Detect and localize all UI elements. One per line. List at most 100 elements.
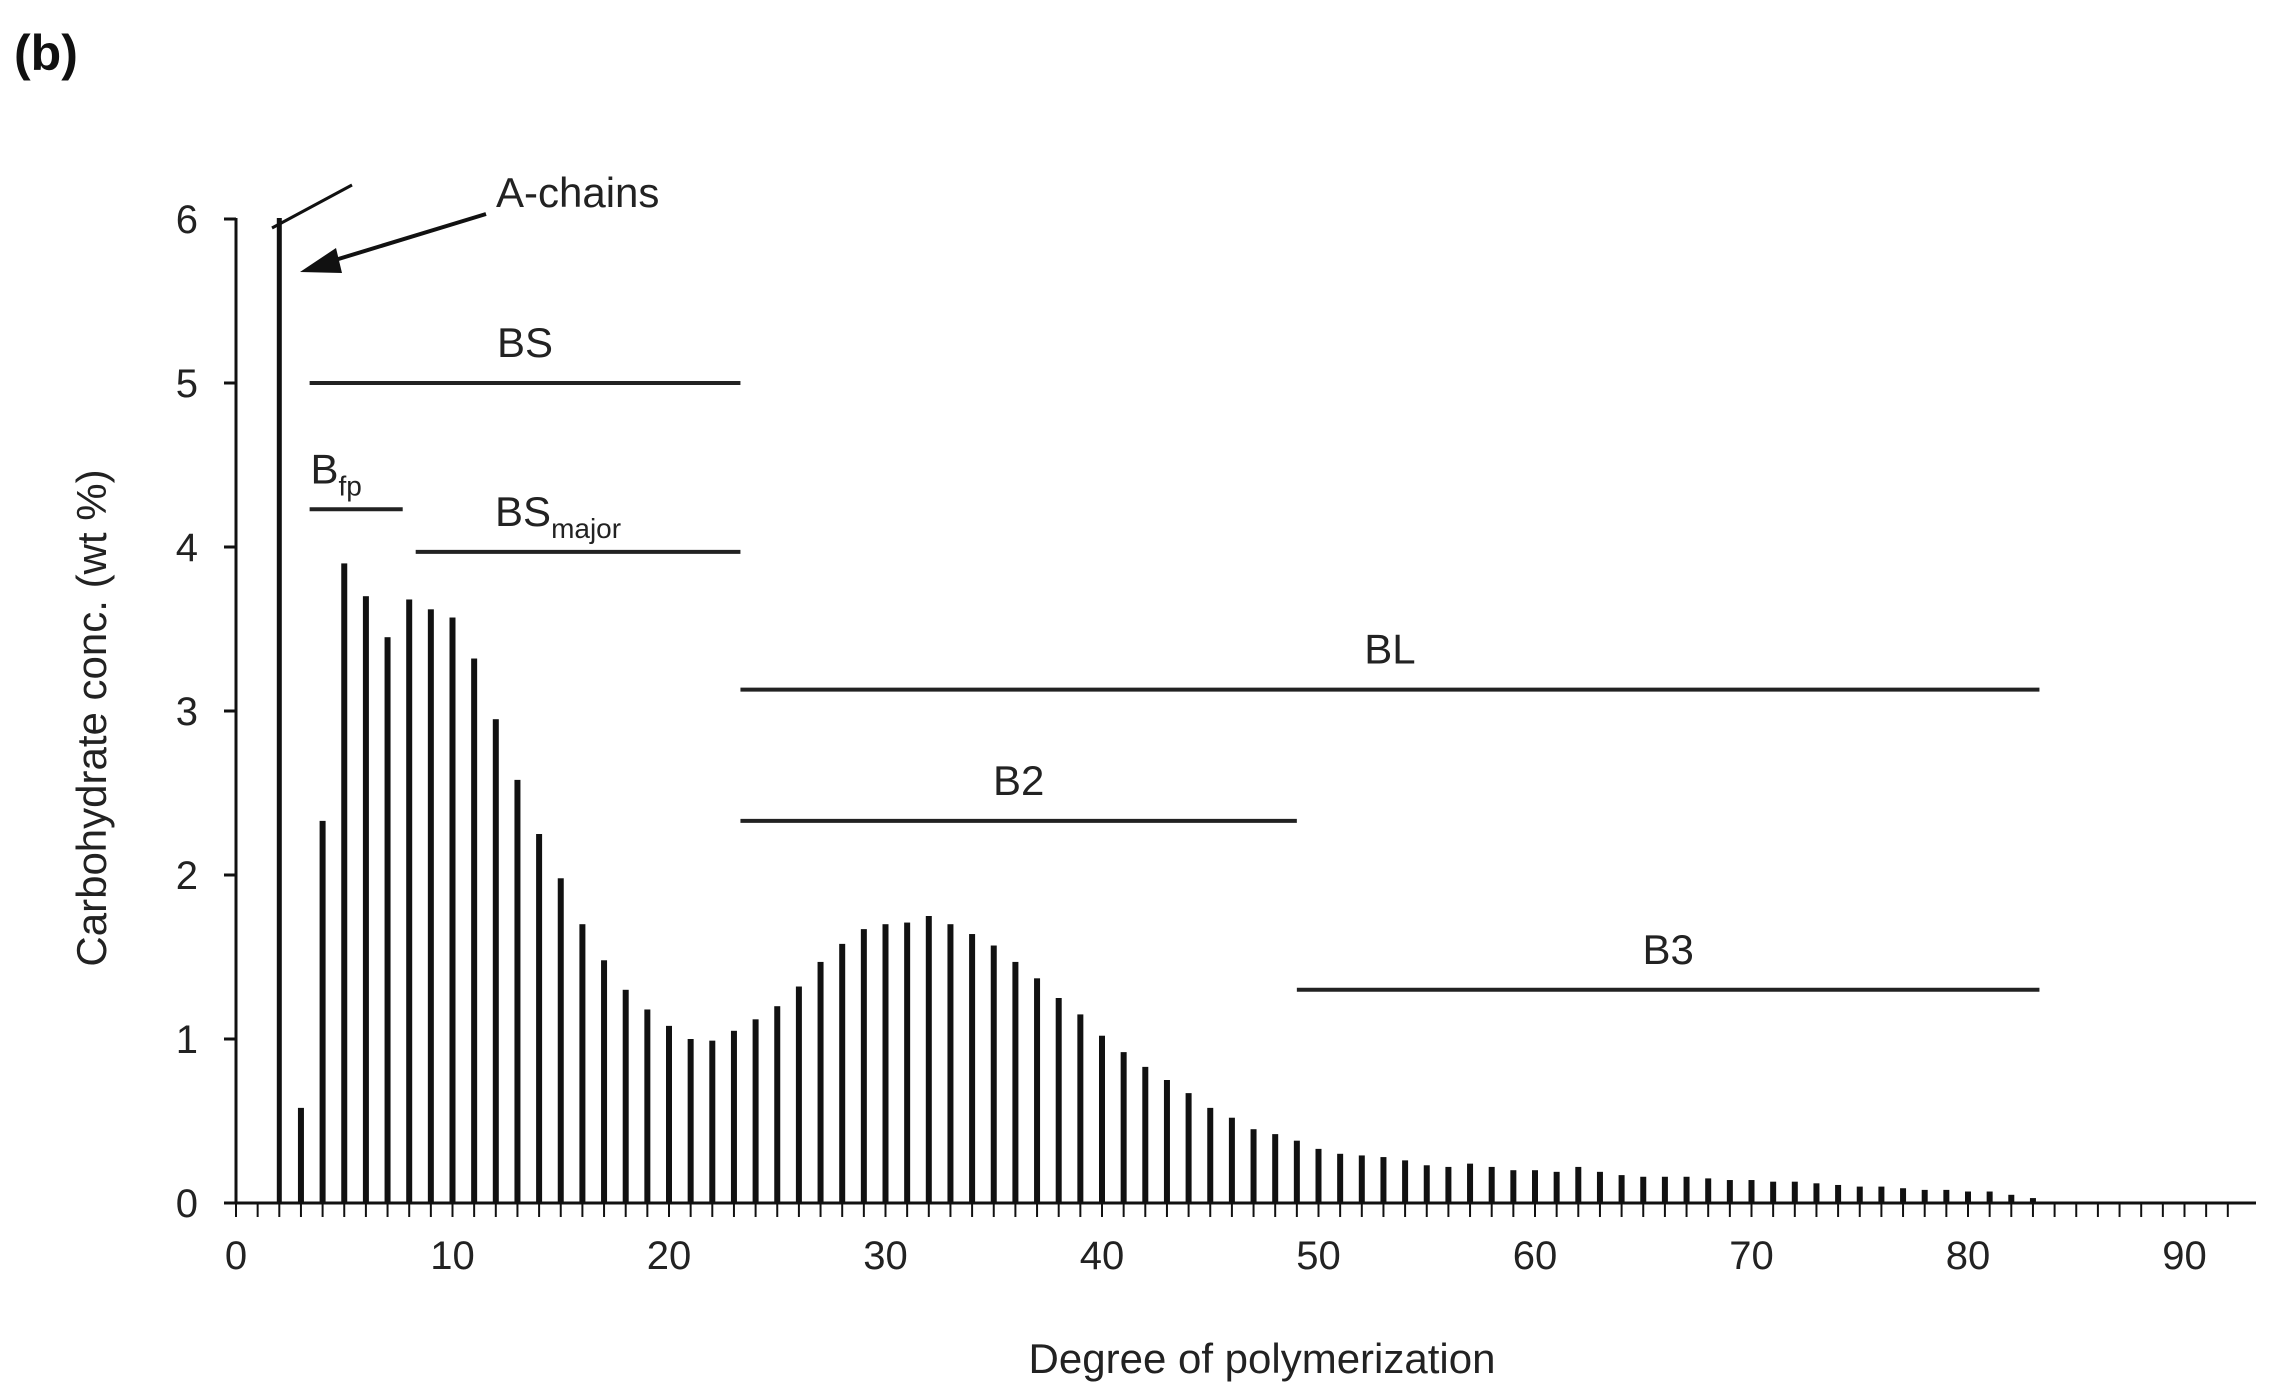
bar-dp-9 (427, 609, 434, 1203)
bar-dp-53 (1380, 1157, 1387, 1203)
bar-dp-5 (341, 563, 348, 1203)
bar-dp-13 (514, 779, 521, 1203)
bar-dp-45 (1207, 1107, 1214, 1203)
bar-dp-64 (1618, 1175, 1625, 1203)
x-tick-label: 60 (1513, 1234, 1558, 1278)
bar-dp-83 (2029, 1198, 2036, 1203)
bar-dp-24 (752, 1019, 759, 1203)
panel-label: (b) (14, 25, 78, 81)
bar-dp-61 (1553, 1171, 1560, 1203)
bar-dp-27 (817, 961, 824, 1203)
y-axis-label: Carbohydrate conc. (wt %) (68, 469, 115, 966)
bar-dp-48 (1272, 1134, 1279, 1203)
x-tick-label: 70 (1729, 1234, 1774, 1278)
bar-dp-29 (860, 929, 867, 1203)
bar-dp-79 (1943, 1189, 1950, 1203)
bar-dp-65 (1640, 1176, 1647, 1203)
bar-dp-3 (297, 1107, 304, 1203)
bar-dp-14 (536, 834, 543, 1203)
x-tick-label: 10 (430, 1234, 475, 1278)
x-tick-label: 50 (1296, 1234, 1341, 1278)
bar-dp-72 (1791, 1181, 1798, 1203)
bar-dp-68 (1705, 1178, 1712, 1203)
range-label-b2: B2 (993, 757, 1044, 804)
bar-dp-67 (1683, 1176, 1690, 1203)
x-tick-label: 30 (863, 1234, 908, 1278)
x-tick-label: 90 (2162, 1234, 2207, 1278)
bar-dp-41 (1120, 1052, 1127, 1203)
bar-dp-17 (601, 960, 608, 1203)
x-ticks-group: 0 10 20 30 40 50 60 70 80 90 (225, 1203, 2229, 1278)
bar-dp-58 (1488, 1166, 1495, 1203)
bar-dp-51 (1337, 1153, 1344, 1203)
bar-dp-81 (1986, 1191, 1993, 1203)
bar-dp-22 (709, 1040, 716, 1203)
bar-dp-44 (1185, 1093, 1192, 1203)
bar-dp-37 (1034, 978, 1041, 1203)
bar-dp-49 (1293, 1140, 1300, 1203)
bar-dp-40 (1099, 1035, 1105, 1203)
bar-dp-38 (1055, 998, 1062, 1203)
bar-dp-66 (1661, 1176, 1668, 1203)
bar-dp-23 (730, 1030, 737, 1203)
bar-dp-33 (947, 924, 954, 1203)
y-tick-label: 0 (176, 1182, 198, 1226)
bar-dp-28 (839, 943, 846, 1203)
axis-break-mark (271, 183, 353, 230)
bar-dp-30 (882, 924, 889, 1203)
range-label-bsmajor: BSmajor (495, 488, 621, 544)
range-label-bl: BL (1364, 626, 1415, 673)
x-tick-label: 0 (225, 1234, 247, 1278)
bar-dp-16 (579, 924, 586, 1203)
bar-dp-8 (406, 599, 413, 1203)
y-ticks-group: 0 1 2 3 4 5 6 (176, 198, 236, 1226)
bar-dp-47 (1250, 1129, 1257, 1203)
bar-dp-2 (276, 218, 282, 1203)
x-tick-label: 20 (647, 1234, 692, 1278)
x-tick-label: 40 (1080, 1234, 1125, 1278)
bar-dp-19 (644, 1009, 651, 1203)
bar-dp-74 (1835, 1184, 1842, 1203)
bar-dp-59 (1510, 1170, 1517, 1203)
bar-dp-26 (795, 986, 802, 1203)
bar-dp-73 (1813, 1183, 1820, 1203)
bar-dp-39 (1077, 1014, 1084, 1203)
bar-dp-35 (990, 945, 997, 1203)
range-label-bs: BS (497, 319, 553, 366)
bar-dp-31 (904, 922, 911, 1203)
x-tick-label: 80 (1946, 1234, 1991, 1278)
bar-dp-32 (925, 916, 932, 1203)
bar-dp-10 (449, 617, 456, 1203)
y-tick-label: 1 (176, 1018, 198, 1062)
y-tick-label: 6 (176, 198, 198, 242)
bar-dp-6 (362, 596, 369, 1203)
bar-dp-63 (1596, 1171, 1603, 1203)
bar-dp-36 (1012, 961, 1019, 1203)
annotation-a-chains-label: A-chains (496, 169, 659, 216)
bar-dp-77 (1900, 1188, 1907, 1203)
bar-dp-34 (969, 934, 976, 1203)
bar-dp-4 (319, 820, 326, 1203)
y-tick-label: 5 (176, 362, 198, 406)
bar-dp-62 (1575, 1166, 1582, 1203)
bar-dp-25 (774, 1006, 781, 1203)
bar-dp-69 (1726, 1180, 1733, 1203)
bar-dp-55 (1423, 1165, 1430, 1203)
bar-dp-76 (1878, 1186, 1885, 1203)
y-tick-label: 4 (176, 526, 198, 570)
bar-dp-78 (1921, 1189, 1928, 1203)
bar-dp-7 (384, 637, 391, 1203)
bar-dp-42 (1142, 1066, 1149, 1203)
annotation-a-chains-arrow (321, 212, 487, 266)
range-label-bfp: Bfp (310, 445, 361, 501)
annotation-a-chains-arrowhead (300, 248, 342, 273)
bar-dp-11 (471, 658, 478, 1203)
bar-dp-52 (1358, 1155, 1365, 1203)
y-tick-label: 3 (176, 690, 198, 734)
bar-dp-71 (1770, 1181, 1777, 1203)
range-label-b3: B3 (1642, 926, 1693, 973)
bar-dp-80 (1965, 1191, 1971, 1203)
bar-dp-60 (1532, 1170, 1538, 1203)
x-axis-label: Degree of polymerization (1029, 1335, 1496, 1382)
bar-dp-75 (1856, 1186, 1863, 1203)
